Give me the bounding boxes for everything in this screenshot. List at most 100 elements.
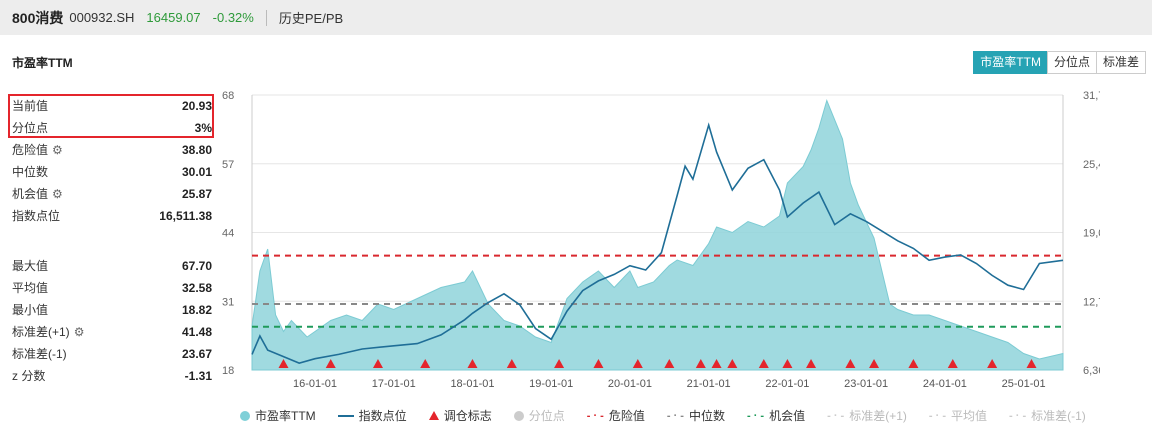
index-name: 800消费: [12, 9, 64, 26]
rebalance-marker: [758, 359, 769, 368]
legend-item[interactable]: 指数点位: [337, 407, 407, 424]
rebalance-marker: [908, 359, 919, 368]
x-tick-label: 18-01-01: [450, 378, 494, 390]
x-tick-label: 22-01-01: [765, 378, 809, 390]
x-tick-label: 16-01-01: [293, 378, 337, 390]
y-right-tick-label: 25,425: [1083, 159, 1100, 171]
y-left-tick-label: 57: [222, 159, 234, 171]
stat-current: 当前值 20.93: [12, 99, 212, 113]
tab-std[interactable]: 标准差: [1095, 51, 1146, 74]
x-tick-label: 20-01-01: [608, 378, 652, 390]
y-left-tick-label: 31: [222, 296, 234, 308]
index-point-line: [251, 122, 1064, 364]
legend-label: 调仓标志: [443, 409, 492, 423]
highlight-box: [8, 94, 214, 138]
rebalance-marker: [632, 359, 643, 368]
legend-item[interactable]: - · - 危险值: [587, 407, 645, 424]
stat-max: 最大值 67.70: [12, 259, 212, 273]
x-tick-label: 19-01-01: [529, 378, 573, 390]
rebalance-marker: [1026, 359, 1037, 368]
legend-label: 标准差(+1): [849, 409, 907, 423]
legend-item[interactable]: - · - 标准差(-1): [1009, 407, 1086, 424]
y-right-tick-label: 12,715: [1083, 296, 1100, 308]
tab-percentile[interactable]: 分位点: [1046, 51, 1097, 74]
legend-item[interactable]: - · - 机会值: [747, 407, 805, 424]
pe-ttm-area: [251, 98, 1064, 371]
rebalance-marker: [987, 359, 998, 368]
rebalance-marker: [869, 359, 880, 368]
rebalance-marker: [467, 359, 478, 368]
y-right-tick-label: 6,360: [1083, 365, 1100, 377]
dash-icon: - · -: [827, 409, 845, 422]
dash-icon: - · -: [666, 409, 684, 422]
legend-item[interactable]: - · - 中位数: [667, 407, 725, 424]
circle-icon: [513, 410, 524, 421]
dash-icon: - · -: [746, 409, 765, 422]
rebalance-marker: [593, 359, 604, 368]
legend-label: 指数点位: [358, 409, 407, 423]
stat-zscore: z 分数 -1.31: [12, 369, 212, 383]
rebalance-marker: [278, 359, 289, 368]
rebalance-marker: [947, 359, 958, 368]
rebalance-marker: [506, 359, 517, 368]
stat-std-plus: 标准差(+1) ⚙ 41.48: [12, 321, 212, 343]
stat-median: 中位数 30.01: [12, 165, 212, 179]
rebalance-marker: [554, 359, 565, 368]
legend-item[interactable]: 分位点: [513, 407, 565, 424]
stat-opportunity: 机会值 ⚙ 25.87: [12, 183, 212, 205]
rebalance-marker: [420, 359, 431, 368]
stat-std-minus: 标准差(-1) 23.67: [12, 347, 212, 361]
rebalance-marker: [325, 359, 336, 368]
pe-chart[interactable]: 68 31,780 57 25,425 44 19,070 31 12,715 18 6,360 1…: [220, 85, 1100, 395]
legend-item[interactable]: - · - 标准差(+1): [827, 407, 907, 424]
x-tick-label: 21-01-01: [687, 378, 731, 390]
legend-item[interactable]: - · - 平均值: [929, 407, 987, 424]
chart-legend: 市盈率TTM 指数点位 调仓标志 分位点 - · - 危险值 - · - 中位数 - · - 机会…: [240, 407, 1108, 424]
index-change: -0.32%: [212, 10, 254, 25]
dash-icon: - · -: [586, 409, 604, 422]
index-price: 16459.07: [146, 10, 201, 25]
legend-label: 中位数: [688, 409, 725, 423]
header-bar: 800消费 000932.SH 16459.07 -0.32% 历史PE/PB: [0, 0, 1152, 35]
line-icon: [337, 414, 354, 417]
legend-label: 分位点: [528, 409, 565, 423]
stat-min: 最小值 18.82: [12, 303, 212, 317]
rebalance-marker: [695, 359, 706, 368]
y-right-tick-label: 19,070: [1083, 228, 1100, 240]
panel-title: 市盈率TTM: [12, 56, 73, 70]
rebalance-marker: [711, 359, 722, 368]
y-left-tick-label: 18: [222, 365, 234, 377]
rebalance-marker: [372, 359, 383, 368]
history-pepb-link[interactable]: 历史PE/PB: [278, 11, 344, 26]
legend-label: 市盈率TTM: [255, 409, 316, 423]
legend-label: 平均值: [951, 409, 988, 423]
y-left-tick-label: 68: [222, 90, 234, 102]
index-code: 000932.SH: [69, 10, 135, 25]
legend-item[interactable]: 市盈率TTM: [240, 407, 316, 424]
tab-pe-ttm[interactable]: 市盈率TTM: [973, 51, 1048, 74]
stats-panel: 当前值 20.93 分位点 3% 危险值 ⚙ 38.80 中位数 30.01 机会值 ⚙ 25…: [12, 95, 212, 387]
rebalance-marker: [845, 359, 856, 368]
dash-icon: - · -: [928, 409, 946, 422]
gear-icon[interactable]: ⚙: [73, 325, 85, 339]
x-tick-label: 23-01-01: [844, 378, 888, 390]
y-left-tick-label: 44: [222, 228, 234, 240]
legend-label: 危险值: [608, 409, 645, 423]
metric-tabs: 市盈率TTM 分位点 标准差: [973, 51, 1146, 74]
x-tick-label: 25-01-01: [1002, 378, 1046, 390]
rebalance-marker: [664, 359, 675, 368]
legend-label: 机会值: [769, 409, 806, 423]
gear-icon[interactable]: ⚙: [52, 143, 63, 157]
header-divider: [265, 9, 267, 26]
rebalance-marker: [782, 359, 793, 368]
stat-percentile: 分位点 3%: [12, 121, 212, 135]
x-tick-label: 24-01-01: [923, 378, 967, 390]
triangle-icon: [428, 411, 439, 420]
rebalance-marker: [806, 359, 817, 368]
rebalance-marker: [727, 359, 738, 368]
gear-icon[interactable]: ⚙: [52, 187, 63, 201]
legend-label: 标准差(-1): [1031, 409, 1086, 423]
stat-mean: 平均值 32.58: [12, 281, 212, 295]
circle-icon: [240, 410, 250, 421]
legend-item[interactable]: 调仓标志: [428, 407, 492, 424]
